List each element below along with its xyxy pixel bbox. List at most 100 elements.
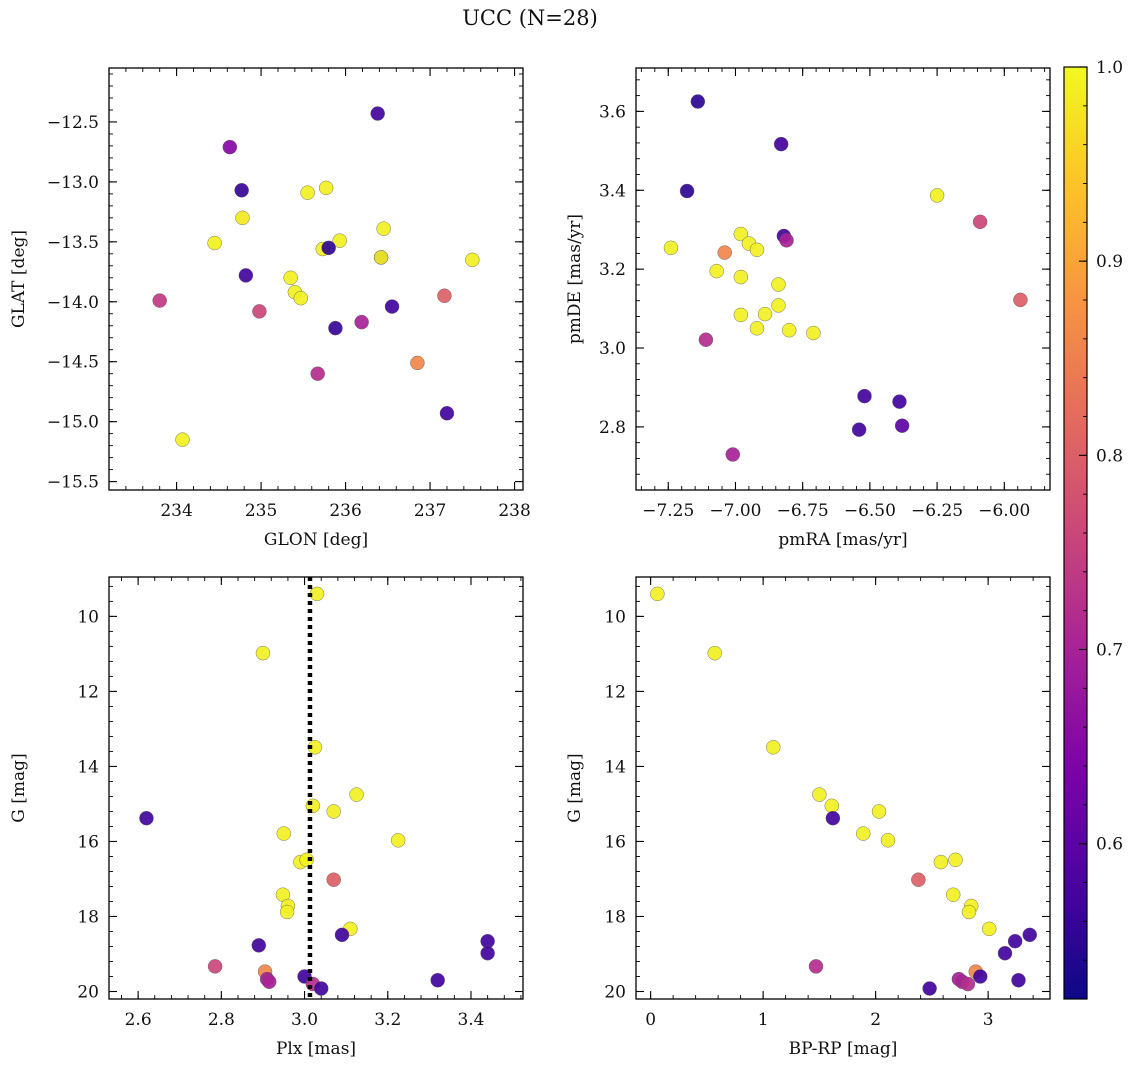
y-tick-label: 18: [604, 907, 626, 927]
data-point: [314, 981, 329, 996]
x-tick-label: 2.6: [125, 1010, 152, 1030]
x-axis-label: BP-RP [mag]: [789, 1039, 898, 1059]
x-tick-label: 1: [758, 1010, 769, 1030]
x-tick-label: 238: [498, 501, 530, 521]
data-point: [857, 388, 872, 404]
x-tick-label: 3.4: [457, 1010, 484, 1030]
x-tick-label: 237: [414, 501, 446, 521]
data-point: [663, 240, 679, 256]
data-point: [749, 321, 765, 336]
x-tick-label: 2: [870, 1010, 881, 1030]
scatter-panel-3: 2.6 2.8 3.0 3.2 3.4 10 12 14 16 18 20 Plx [mas] G [m…: [9, 576, 524, 1059]
data-point: [276, 826, 291, 841]
y-tick-label: 12: [604, 682, 626, 702]
x-tick-label: −7.00: [709, 501, 761, 521]
y-tick-label: −13.5: [47, 233, 99, 253]
data-point: [880, 833, 896, 848]
data-point: [733, 307, 749, 323]
data-point: [707, 645, 722, 661]
colorbar-tick-label: 0.8: [1096, 446, 1123, 466]
data-point: [824, 798, 839, 814]
data-point: [283, 270, 298, 286]
data-point: [252, 304, 267, 319]
data-point: [465, 252, 480, 268]
data-point: [766, 740, 781, 755]
y-tick-label: 3.4: [599, 181, 626, 201]
data-point: [1013, 292, 1028, 308]
data-point: [334, 927, 350, 943]
data-point: [808, 959, 824, 974]
data-point: [733, 226, 749, 242]
data-point: [349, 787, 364, 802]
data-point: [354, 314, 369, 330]
y-tick-label: 18: [77, 907, 99, 927]
data-point: [690, 94, 706, 109]
data-point: [238, 268, 254, 283]
scatter-panel-2: −7.25 −7.00 −6.75 −6.50 −6.25 −6.00 2.8 3.0 3.2 3…: [565, 67, 1051, 550]
data-point: [1022, 927, 1037, 943]
data-point: [948, 852, 963, 868]
y-tick-label: −15.5: [47, 473, 99, 493]
data-point: [871, 804, 887, 819]
scatter-panel-1: 234 235 236 237 238 −15.5 −15.0 −14.5 −14.0 −13.5…: [9, 67, 531, 550]
data-point: [261, 974, 277, 989]
data-point: [152, 293, 167, 308]
y-tick-label: 16: [604, 832, 626, 852]
data-point: [370, 106, 385, 121]
x-axis-label: pmRA [mas/yr]: [778, 530, 907, 550]
data-point: [321, 240, 336, 256]
y-axis-label: pmDE [mas/yr]: [565, 214, 585, 344]
data-point: [293, 290, 308, 306]
y-tick-label: 14: [604, 757, 626, 777]
data-point: [410, 355, 425, 371]
data-point: [326, 872, 341, 887]
data-point: [139, 810, 154, 826]
data-point: [779, 233, 794, 248]
data-point: [825, 810, 841, 826]
data-point: [384, 299, 400, 314]
y-tick-label: −14.5: [47, 353, 99, 373]
y-tick-label: 10: [604, 607, 626, 627]
data-point: [946, 887, 961, 902]
data-point: [812, 787, 827, 802]
data-point: [679, 183, 695, 199]
data-point: [698, 332, 714, 347]
data-point: [851, 422, 867, 437]
y-tick-label: 3.6: [599, 102, 626, 122]
data-point: [771, 277, 786, 292]
data-point: [390, 833, 406, 848]
x-tick-label: −6.25: [911, 501, 963, 521]
y-tick-label: 20: [604, 982, 626, 1002]
data-point: [207, 959, 223, 974]
x-tick-label: 234: [160, 501, 192, 521]
x-tick-label: 2.8: [208, 1010, 235, 1030]
data-point: [922, 981, 937, 996]
data-point: [757, 306, 773, 322]
x-tick-label: 236: [329, 501, 361, 521]
data-point: [972, 214, 988, 230]
colorbar: 0.6 0.7 0.8 0.9 1.0: [1063, 58, 1123, 1000]
data-point: [892, 394, 907, 409]
figure-title: UCC (N=28): [462, 6, 598, 30]
data-point: [725, 447, 740, 462]
y-tick-label: 10: [77, 607, 99, 627]
x-axis-label: Plx [mas]: [276, 1039, 356, 1059]
data-point: [961, 904, 977, 920]
colorbar-tick-label: 0.9: [1096, 252, 1123, 272]
y-tick-label: 16: [77, 832, 99, 852]
y-axis-label: GLAT [deg]: [9, 230, 29, 328]
data-point: [251, 938, 266, 953]
x-tick-label: 3.0: [291, 1010, 318, 1030]
data-point: [749, 242, 765, 258]
data-points: [663, 94, 1028, 462]
data-point: [207, 235, 222, 251]
data-point: [299, 852, 314, 868]
data-point: [982, 921, 997, 937]
data-points: [139, 577, 495, 999]
data-point: [717, 245, 732, 260]
x-axis-label: GLON [deg]: [264, 530, 368, 550]
x-tick-label: 3.2: [374, 1010, 401, 1030]
data-point: [771, 298, 786, 313]
y-tick-label: 3.0: [599, 339, 626, 359]
